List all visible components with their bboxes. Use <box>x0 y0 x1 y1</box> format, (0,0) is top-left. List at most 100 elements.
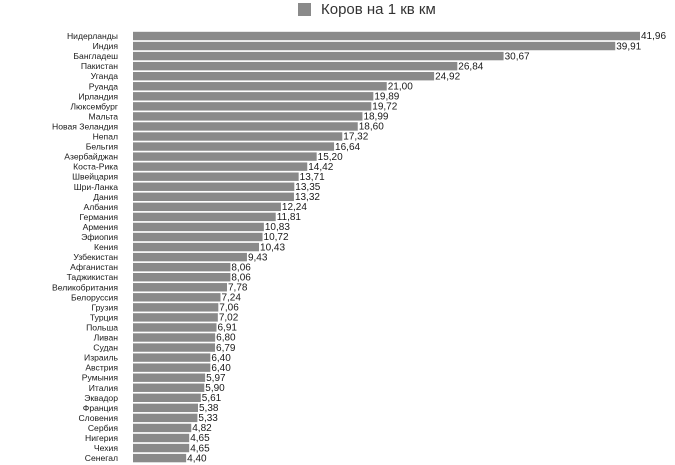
value-label: 13,71 <box>300 172 325 183</box>
bar <box>133 162 308 171</box>
bar <box>133 102 372 111</box>
category-label: Франция <box>83 403 119 413</box>
value-label: 11,81 <box>277 212 302 223</box>
category-label: Афганистан <box>70 262 118 272</box>
category-label: Люксембург <box>70 101 118 111</box>
bar <box>133 283 228 292</box>
bar <box>133 262 231 272</box>
category-label: Ливан <box>94 333 119 343</box>
bar <box>133 112 363 121</box>
category-label: Польша <box>86 322 118 332</box>
category-label: Грузия <box>91 302 118 312</box>
value-label: 41,96 <box>641 31 666 42</box>
category-label: Нидерланды <box>67 31 118 41</box>
category-label: Дания <box>93 192 118 202</box>
bar <box>133 172 299 181</box>
category-label: Германия <box>79 212 118 222</box>
bar <box>133 393 201 402</box>
bar <box>133 252 247 262</box>
category-label: Узбекистан <box>73 252 118 262</box>
value-label: 5,61 <box>202 393 222 404</box>
value-label: 9,43 <box>248 252 268 263</box>
value-label: 19,72 <box>372 102 397 113</box>
value-label: 15,20 <box>318 152 343 163</box>
value-label: 21,00 <box>388 81 413 92</box>
category-label: Эквадор <box>84 393 118 403</box>
value-label: 10,72 <box>264 232 289 243</box>
category-label: Уганда <box>91 71 119 81</box>
legend: Коров на 1 кв км <box>298 0 436 18</box>
bar <box>133 222 264 232</box>
category-label: Сербия <box>88 423 118 433</box>
value-label: 4,40 <box>187 453 207 464</box>
value-label: 5,33 <box>198 413 218 424</box>
category-label: Албания <box>84 202 119 212</box>
category-label: Мальта <box>89 111 119 121</box>
bar <box>133 122 358 131</box>
bar <box>133 453 187 463</box>
bar <box>133 142 335 151</box>
category-label: Италия <box>89 383 119 393</box>
category-label: Таджикистан <box>67 272 119 282</box>
category-label: Бельгия <box>86 142 119 152</box>
bar <box>133 72 435 81</box>
bar <box>133 232 263 242</box>
value-label: 10,43 <box>260 242 285 253</box>
category-label: Коста-Рика <box>73 162 118 172</box>
value-label: 6,40 <box>211 363 231 374</box>
bar <box>133 192 294 201</box>
bar <box>133 373 206 382</box>
bar <box>133 202 281 212</box>
value-label: 4,65 <box>190 433 210 444</box>
category-label: Кения <box>94 242 118 252</box>
value-label: 39,91 <box>616 41 641 52</box>
value-label: 4,82 <box>192 423 212 434</box>
value-label: 26,84 <box>458 61 483 72</box>
category-label: Новая Зеландия <box>52 121 118 131</box>
category-label: Армения <box>83 222 119 232</box>
value-label: 13,35 <box>295 182 320 193</box>
bar <box>133 353 211 362</box>
legend-label: Коров на 1 кв км <box>321 0 436 18</box>
value-label: 7,06 <box>219 303 239 314</box>
value-label: 5,90 <box>205 383 225 394</box>
category-label: Швейцария <box>72 172 118 182</box>
value-label: 5,38 <box>199 403 219 414</box>
value-label: 19,89 <box>374 92 399 103</box>
value-label: 14,42 <box>308 162 333 173</box>
value-label: 6,91 <box>217 323 237 334</box>
value-label: 13,32 <box>295 192 320 203</box>
value-label: 7,24 <box>221 293 241 304</box>
bar <box>133 383 205 392</box>
bar <box>133 31 640 41</box>
bar <box>133 363 211 372</box>
bar <box>133 343 216 352</box>
bar <box>133 303 219 312</box>
bar <box>133 61 458 71</box>
bar <box>133 423 192 433</box>
bar <box>133 323 217 332</box>
category-label: Израиль <box>84 353 118 363</box>
value-label: 17,32 <box>343 132 368 143</box>
category-label: Руанда <box>89 81 118 91</box>
category-label: Словения <box>78 413 118 423</box>
category-label: Румыния <box>82 373 119 383</box>
value-label: 5,97 <box>206 373 226 384</box>
bar <box>133 443 190 453</box>
bar <box>133 41 616 51</box>
value-label: 18,60 <box>359 122 384 133</box>
category-label: Азербайджан <box>64 152 118 162</box>
category-label: Сенегал <box>85 453 118 463</box>
category-label: Судан <box>93 343 118 353</box>
category-label: Непал <box>93 132 118 142</box>
category-label: Эфиопия <box>81 232 118 242</box>
value-label: 6,40 <box>211 353 231 364</box>
value-label: 30,67 <box>505 51 530 62</box>
bar <box>133 212 276 222</box>
value-label: 7,02 <box>219 313 239 324</box>
category-label: Индия <box>93 41 119 51</box>
bar <box>133 313 218 322</box>
bar <box>133 403 199 413</box>
bar <box>133 51 504 61</box>
value-label: 10,83 <box>265 222 290 233</box>
